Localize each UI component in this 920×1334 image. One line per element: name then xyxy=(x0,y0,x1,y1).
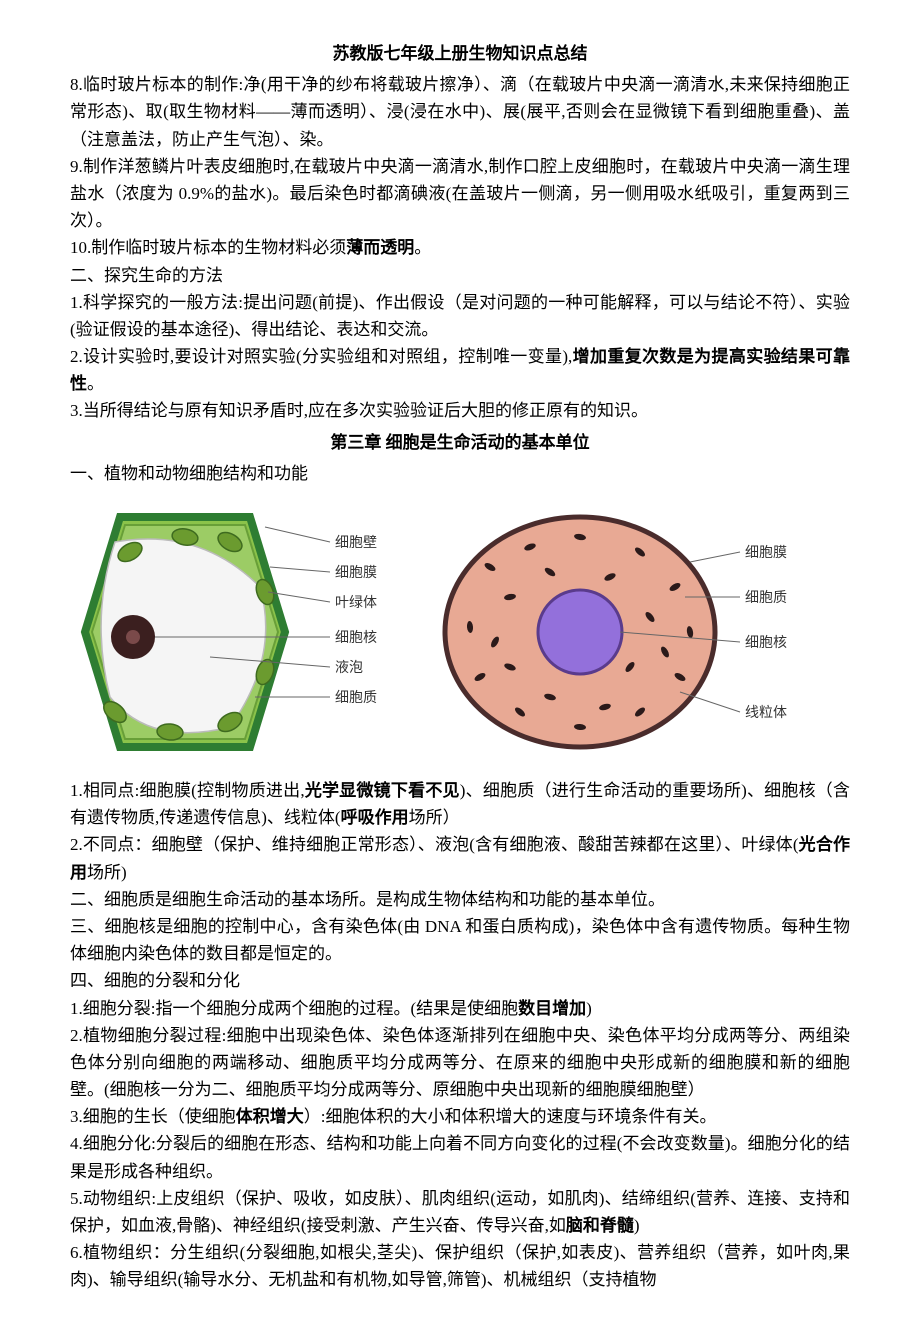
d5c: ) xyxy=(634,1216,640,1235)
method-2: 2.设计实验时,要设计对照实验(分实验组和对照组，控制唯一变量),增加重复次数是… xyxy=(70,343,850,397)
div-6: 6.植物组织：分生组织(分裂细胞,如根尖,茎尖)、保护组织（保护,如表皮)、营养… xyxy=(70,1239,850,1293)
compare-1: 1.相同点:细胞膜(控制物质进出,光学显微镜下看不见)、细胞质（进行生命活动的重… xyxy=(70,777,850,831)
cell-diagrams: 细胞壁 细胞膜 叶绿体 细胞核 液泡 细胞质 xyxy=(70,497,850,767)
para-8: 8.临时玻片标本的制作:净(用干净的纱布将载玻片擦净）、滴（在载玻片中央滴一滴清… xyxy=(70,71,850,153)
leader-line xyxy=(265,527,330,542)
d1b: 数目增加 xyxy=(518,999,586,1018)
doc-title: 苏教版七年级上册生物知识点总结 xyxy=(70,40,850,67)
cmp1a: 1.相同点:细胞膜(控制物质进出, xyxy=(70,781,305,800)
m2a: 2.设计实验时,要设计对照实验(分实验组和对照组，控制唯一变量), xyxy=(70,347,572,366)
plant-label-chloroplast: 叶绿体 xyxy=(335,595,377,611)
div-4: 4.细胞分化:分裂后的细胞在形态、结构和功能上向着不同方向变化的过程(不会改变数… xyxy=(70,1130,850,1184)
p10-c: 。 xyxy=(414,238,431,257)
para-10: 10.制作临时玻片标本的生物材料必须薄而透明。 xyxy=(70,234,850,261)
plant-label-membrane: 细胞膜 xyxy=(335,565,377,581)
method-3: 3.当所得结论与原有知识矛盾时,应在多次实验验证后大胆的修正原有的知识。 xyxy=(70,397,850,424)
section-2b: 二、细胞质是细胞生命活动的基本场所。是构成生物体结构和功能的基本单位。 xyxy=(70,886,850,913)
cmp1b: 光学显微镜下看不见 xyxy=(305,781,460,800)
para-9: 9.制作洋葱鳞片叶表皮细胞时,在载玻片中央滴一滴清水,制作口腔上皮细胞时，在载玻… xyxy=(70,153,850,235)
plant-label-cellwall: 细胞壁 xyxy=(335,535,377,551)
chapter-title: 第三章 细胞是生命活动的基本单位 xyxy=(70,429,850,456)
cmp2a: 2.不同点：细胞壁（保护、维持细胞正常形态）、液泡(含有细胞液、酸甜苦辣都在这里… xyxy=(70,835,799,854)
p10-b: 薄而透明 xyxy=(346,238,414,257)
leader-line xyxy=(270,567,330,572)
d3c: ）:细胞体积的大小和体积增大的速度与环境条件有关。 xyxy=(304,1107,717,1126)
section-1-head: 一、植物和动物细胞结构和功能 xyxy=(70,460,850,487)
d1a: 1.细胞分裂:指一个细胞分成两个细胞的过程。(结果是使细胞 xyxy=(70,999,518,1018)
d5b: 脑和脊髓 xyxy=(566,1216,634,1235)
d3a: 3.细胞的生长（使细胞 xyxy=(70,1107,236,1126)
animal-cell-diagram: 细胞膜 细胞质 细胞核 线粒体 xyxy=(430,497,810,767)
method-1: 1.科学探究的一般方法:提出问题(前提)、作出假设（是对问题的一种可能解释，可以… xyxy=(70,289,850,343)
plant-label-nucleus: 细胞核 xyxy=(335,630,377,646)
div-1: 1.细胞分裂:指一个细胞分成两个细胞的过程。(结果是使细胞数目增加) xyxy=(70,995,850,1022)
div-3: 3.细胞的生长（使细胞体积增大）:细胞体积的大小和体积增大的速度与环境条件有关。 xyxy=(70,1103,850,1130)
animal-label-mitochondria: 线粒体 xyxy=(745,705,787,721)
compare-2: 2.不同点：细胞壁（保护、维持细胞正常形态）、液泡(含有细胞液、酸甜苦辣都在这里… xyxy=(70,831,850,885)
animal-label-nucleus: 细胞核 xyxy=(745,635,787,651)
animal-nucleus-shape xyxy=(538,590,622,674)
d1c: ) xyxy=(586,999,592,1018)
m2c: 。 xyxy=(87,374,104,393)
plant-cell-diagram: 细胞壁 细胞膜 叶绿体 细胞核 液泡 细胞质 xyxy=(70,497,400,767)
div-2: 2.植物细胞分裂过程:细胞中出现染色体、染色体逐渐排列在细胞中央、染色体平均分成… xyxy=(70,1022,850,1104)
section-2c: 三、细胞核是细胞的控制中心，含有染色体(由 DNA 和蛋白质构成)，染色体中含有… xyxy=(70,913,850,967)
animal-label-cytoplasm: 细胞质 xyxy=(745,590,787,606)
plant-label-vacuole: 液泡 xyxy=(335,660,363,676)
d3b: 体积增大 xyxy=(236,1107,304,1126)
div-5: 5.动物组织:上皮组织（保护、吸收，如皮肤）、肌肉组织(运动，如肌肉)、结缔组织… xyxy=(70,1185,850,1239)
plant-nucleolus-shape xyxy=(126,630,140,644)
leader-line xyxy=(690,552,740,562)
plant-label-cytoplasm: 细胞质 xyxy=(335,690,377,706)
cmp1d: 呼吸作用 xyxy=(341,808,409,827)
cmp1e: 场所） xyxy=(409,808,460,827)
d5a: 5.动物组织:上皮组织（保护、吸收，如皮肤）、肌肉组织(运动，如肌肉)、结缔组织… xyxy=(70,1189,850,1235)
animal-label-membrane: 细胞膜 xyxy=(745,545,787,561)
section-2d: 四、细胞的分裂和分化 xyxy=(70,967,850,994)
cmp2c: 场所) xyxy=(87,863,127,882)
section-2-head: 二、探究生命的方法 xyxy=(70,262,850,289)
p10-a: 10.制作临时玻片标本的生物材料必须 xyxy=(70,238,346,257)
